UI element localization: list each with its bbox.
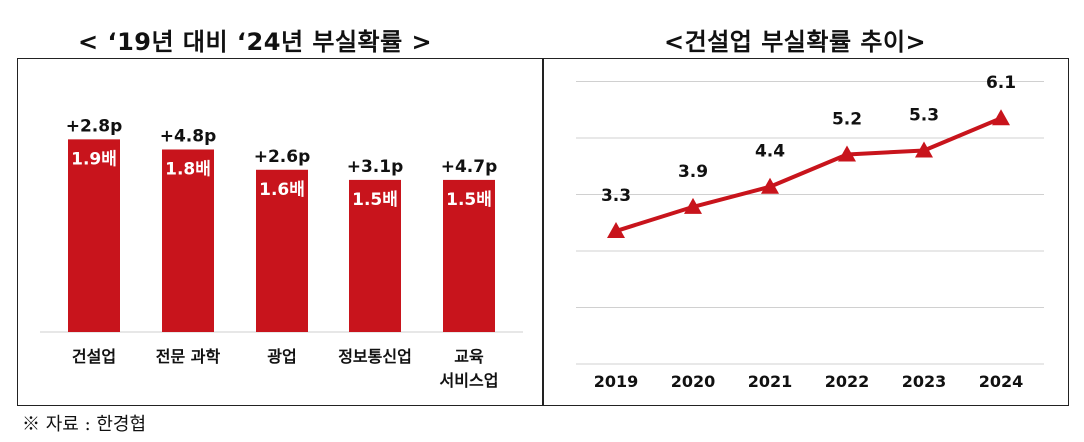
bar	[162, 149, 214, 332]
line-chart-panel: 3.3 2019 3.9 2020 4.4 2021 5.2 2022 5.3 2023 6.1 20…	[543, 58, 1069, 406]
bar-change-label: +4.8p	[160, 126, 217, 146]
x-tick-label: 2023	[902, 372, 947, 391]
x-tick-label: 2024	[979, 372, 1024, 391]
x-tick-label: 2022	[825, 372, 870, 391]
x-tick-label: 2020	[671, 372, 716, 391]
x-tick-label: 광업	[267, 347, 296, 366]
line-chart-title: <건설업 부실확률 추이>	[664, 28, 927, 56]
data-point	[607, 222, 625, 239]
bar-value-label: 1.5배	[446, 190, 492, 210]
data-point	[992, 109, 1010, 126]
x-tick-label: 서비스업	[440, 371, 499, 390]
bar-value-label: 1.5배	[352, 190, 398, 210]
data-label: 5.3	[909, 105, 939, 125]
data-label: 3.9	[678, 162, 708, 182]
data-point	[684, 197, 702, 214]
bar-change-label: +3.1p	[347, 157, 404, 177]
bar-chart-panel: 1.9배 +2.8p 건설업 1.8배 +4.8p 전문 과학 1.6배 +2.6p 광업 1.5…	[17, 58, 543, 406]
series-line	[615, 116, 1002, 233]
x-tick-label: 2019	[594, 372, 639, 391]
bar-value-label: 1.9배	[71, 149, 117, 169]
source-note: ※ 자료 : 한경협	[22, 414, 147, 435]
bar-chart: 1.9배 +2.8p 건설업 1.8배 +4.8p 전문 과학 1.6배 +2.6p 광업 1.5…	[40, 116, 523, 390]
bar	[68, 139, 120, 332]
data-label: 3.3	[601, 186, 631, 206]
bar	[256, 169, 308, 332]
data-point	[915, 141, 933, 158]
x-tick-label: 2021	[748, 372, 793, 391]
bar-value-label: 1.6배	[259, 180, 305, 200]
bar-chart-title: < ‘19년 대비 ‘24년 부실확률 >	[78, 28, 433, 56]
data-label: 6.1	[986, 73, 1016, 93]
x-tick-label: 전문 과학	[156, 347, 221, 366]
bar-value-label: 1.8배	[165, 159, 211, 179]
x-tick-label: 정보통신업	[338, 347, 412, 366]
data-point	[761, 177, 779, 194]
line-chart: 3.3 2019 3.9 2020 4.4 2021 5.2 2022 5.3 2023 6.1 20…	[576, 73, 1044, 391]
bar	[349, 179, 401, 332]
x-tick-label: 교육	[454, 347, 484, 366]
data-label: 5.2	[832, 110, 862, 130]
data-point	[838, 145, 856, 162]
data-label: 4.4	[755, 142, 785, 162]
x-tick-label: 건설업	[72, 347, 116, 366]
bar-change-label: +4.7p	[441, 157, 498, 177]
bar-change-label: +2.6p	[254, 147, 311, 167]
bar-change-label: +2.8p	[66, 116, 123, 136]
bar	[443, 179, 495, 332]
